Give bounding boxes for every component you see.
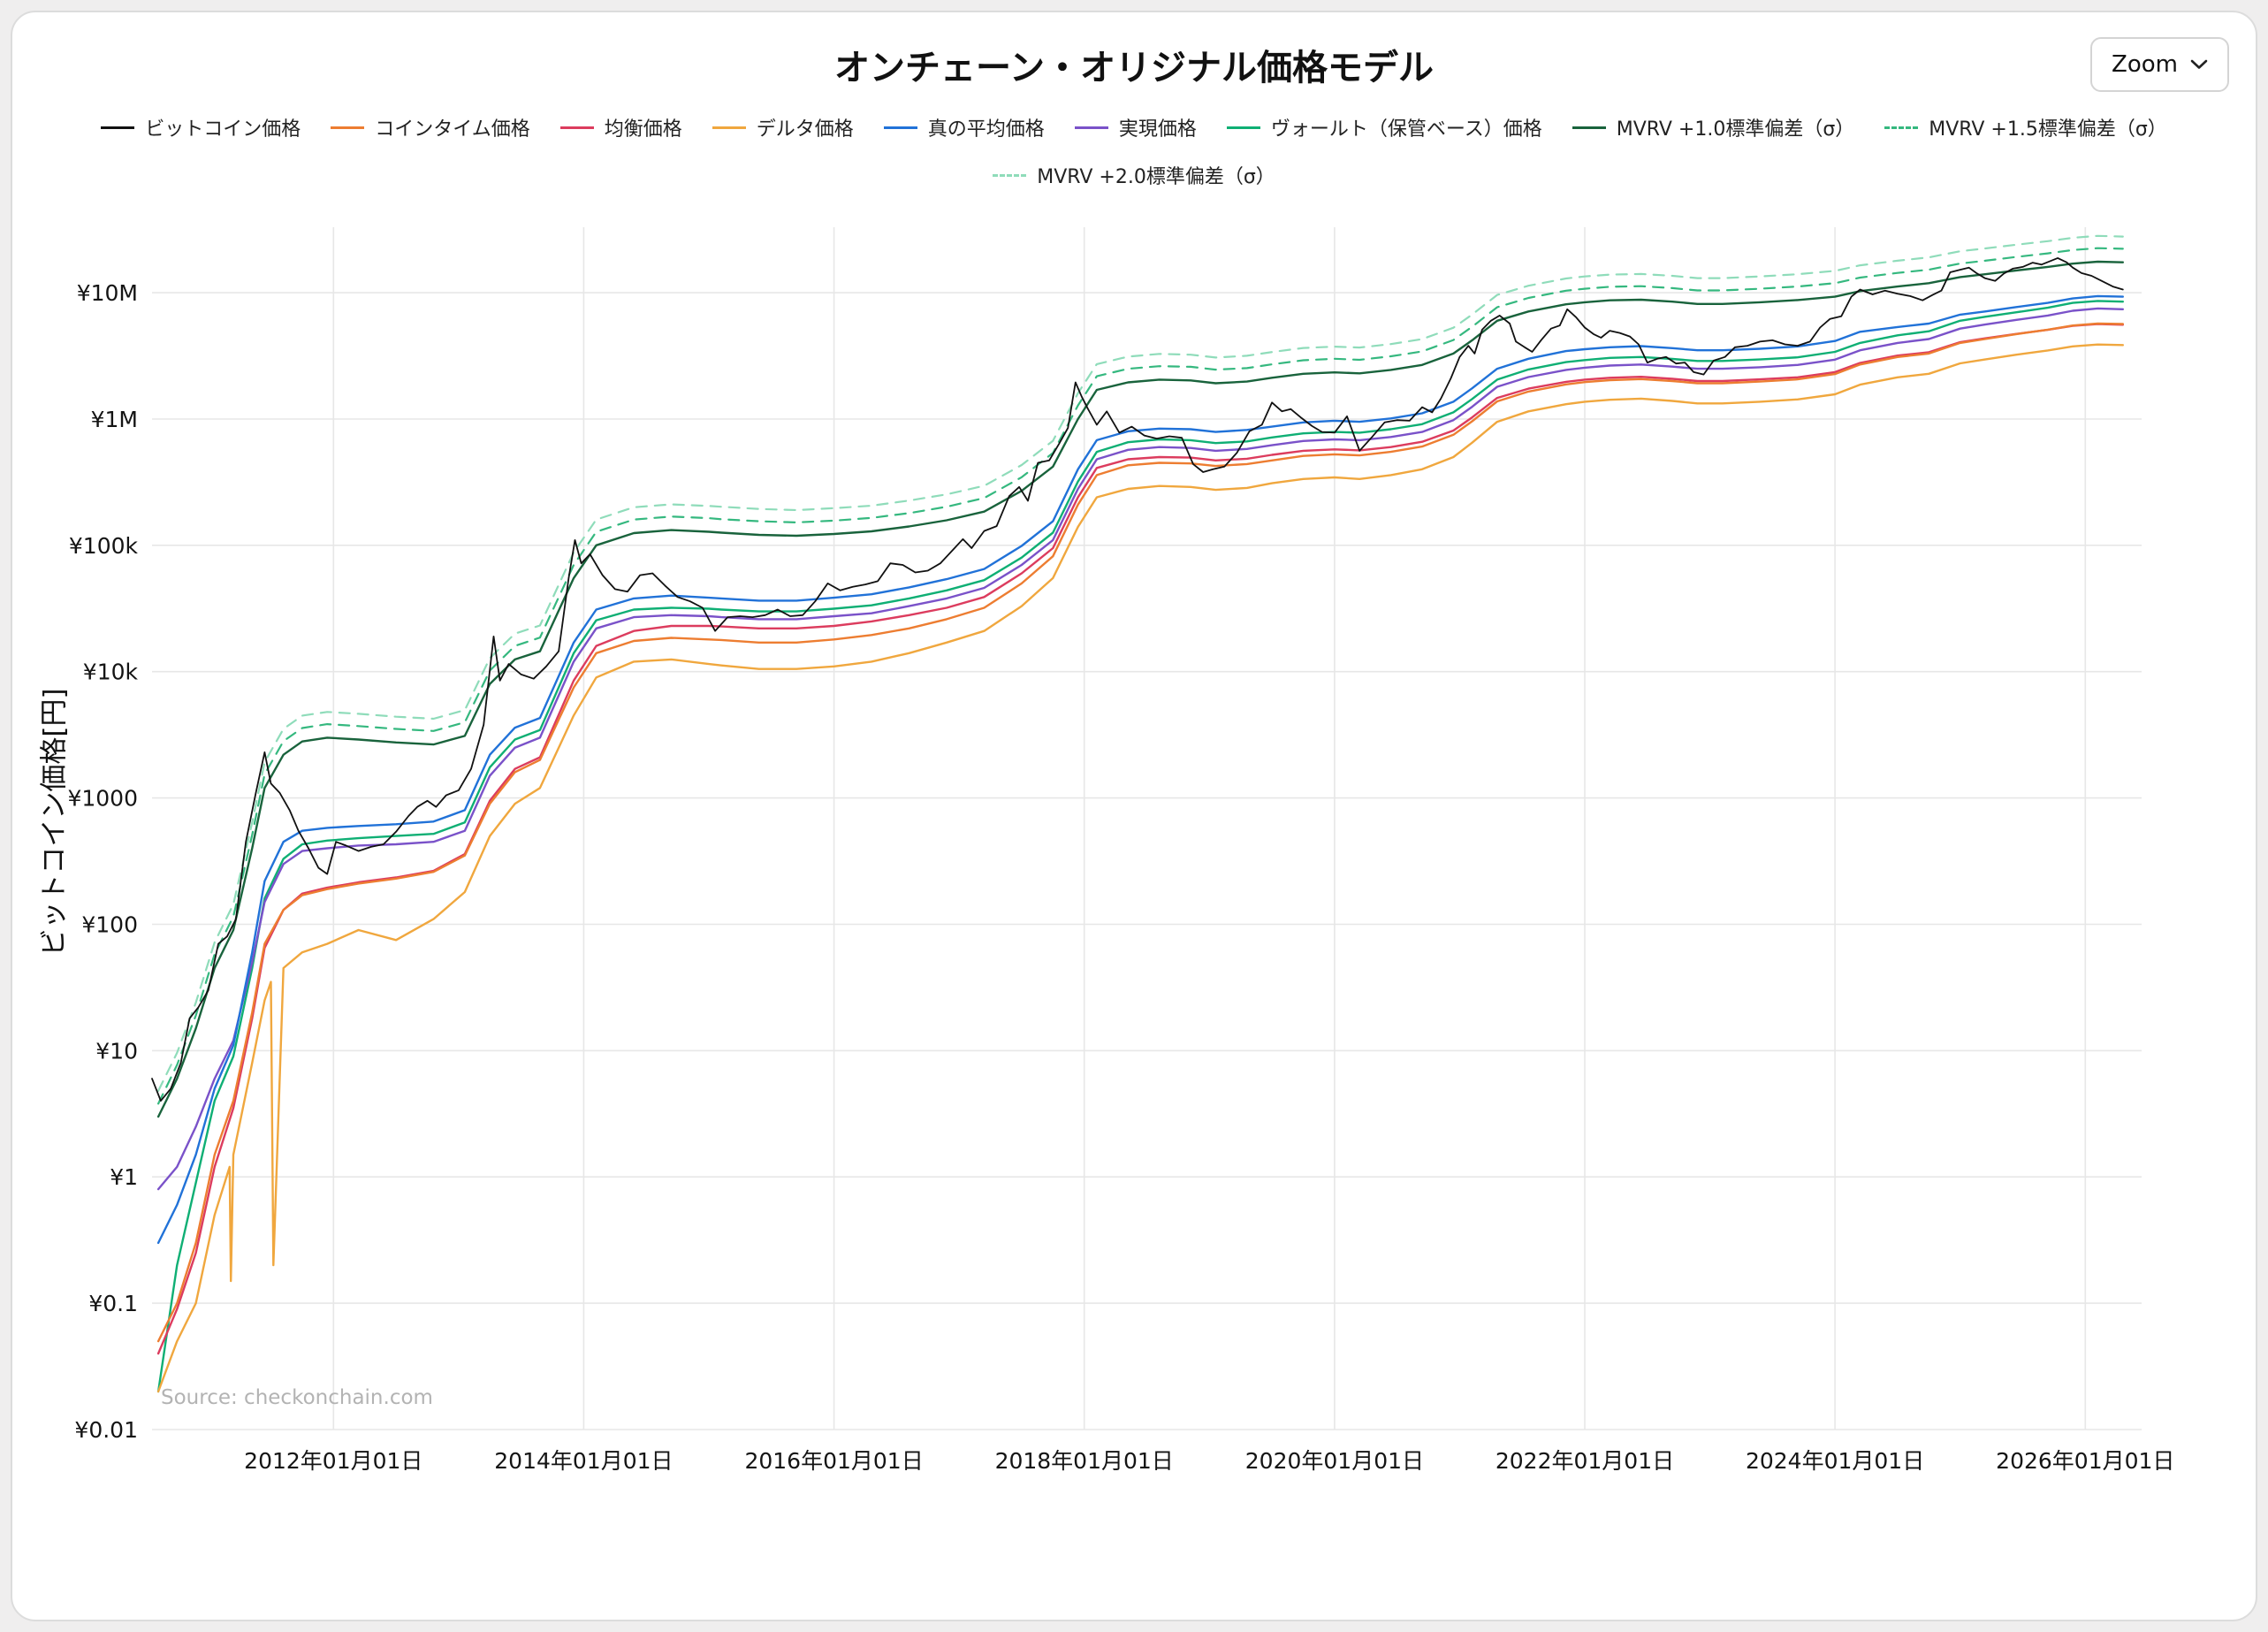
legend-label: ヴォールト（保管ベース）価格: [1270, 118, 1542, 141]
legend-label: コインタイム価格: [375, 118, 530, 141]
legend-row-2: MVRV +2.0標準偏差（σ）: [993, 161, 1275, 189]
series-line: [157, 234, 2124, 1093]
x-axis-tick-label: 2012年01月01日: [244, 1448, 422, 1474]
zoom-button-label: Zoom: [2112, 51, 2178, 78]
legend-swatch: [1226, 126, 1260, 129]
legend-item[interactable]: 真の平均価格: [883, 113, 1045, 141]
legend-item[interactable]: MVRV +2.0標準偏差（σ）: [993, 161, 1275, 189]
legend-label: ビットコイン価格: [145, 118, 301, 141]
legend-label: 真の平均価格: [927, 118, 1045, 141]
y-axis-tick-label: ¥10M: [77, 280, 138, 306]
legend-item[interactable]: ヴォールト（保管ベース）価格: [1226, 113, 1542, 141]
x-axis-tick-label: 2020年01月01日: [1245, 1448, 1424, 1474]
legend-swatch: [883, 126, 917, 129]
series-line: [157, 247, 2124, 1105]
y-axis-tick-label: ¥1M: [91, 407, 138, 432]
y-axis-title: ビットコイン価格[円]: [38, 688, 71, 957]
y-axis-tick-label: ¥0.1: [88, 1291, 138, 1316]
legend-swatch: [559, 126, 594, 129]
y-axis-tick-label: ¥100: [81, 912, 138, 938]
legend-swatch: [712, 126, 746, 129]
series-line: [156, 322, 2125, 1343]
legend-label: 実現価格: [1118, 118, 1197, 141]
legend-label: 均衡価格: [604, 118, 682, 141]
legend-swatch: [1572, 126, 1606, 129]
legend-swatch: [101, 126, 135, 129]
legend-item[interactable]: デルタ価格: [712, 113, 854, 141]
chevron-down-icon: [2190, 59, 2208, 70]
legend-label: デルタ価格: [756, 118, 854, 141]
y-axis-tick-label: ¥1000: [67, 786, 138, 812]
series-line: [156, 343, 2125, 1393]
chart-title: オンチェーン・オリジナル価格モデル: [834, 48, 1434, 88]
chart-legend: ビットコイン価格 コインタイム価格 均衡価格 デルタ価格 真の平均価格 実現価格 ヴォールト…: [0, 113, 2268, 189]
legend-item[interactable]: MVRV +1.0標準偏差（σ）: [1572, 113, 1855, 141]
legend-swatch: [1884, 126, 1919, 129]
x-axis-tick-label: 2016年01月01日: [744, 1448, 923, 1474]
legend-row-1: ビットコイン価格 コインタイム価格 均衡価格 デルタ価格 真の平均価格 実現価格 ヴォールト…: [101, 113, 2167, 141]
series-line: [156, 300, 2125, 1393]
y-axis-tick-label: ¥0.01: [74, 1417, 138, 1443]
legend-item[interactable]: 均衡価格: [559, 113, 682, 141]
y-axis-tick-label: ¥100k: [69, 533, 139, 559]
x-axis-tick-label: 2026年01月01日: [1996, 1448, 2174, 1474]
y-axis-tick-label: ¥1: [110, 1164, 138, 1190]
legend-label: MVRV +2.0標準偏差（σ）: [1037, 166, 1275, 188]
chart-card: [11, 11, 2257, 1621]
source-watermark: Source: checkonchain.com: [161, 1386, 433, 1409]
series-line: [156, 323, 2125, 1355]
x-axis-tick-label: 2022年01月01日: [1496, 1448, 1674, 1474]
legend-swatch: [331, 126, 365, 129]
legend-swatch: [993, 173, 1027, 177]
x-axis-tick-label: 2018年01月01日: [995, 1448, 1174, 1474]
legend-item[interactable]: MVRV +1.5標準偏差（σ）: [1884, 113, 2167, 141]
series-line: [156, 260, 2125, 1118]
x-axis-tick-label: 2024年01月01日: [1746, 1448, 1924, 1474]
legend-label: MVRV +1.5標準偏差（σ）: [1929, 118, 2167, 141]
series-line: [151, 256, 2124, 1102]
y-axis-tick-label: ¥10k: [83, 660, 139, 685]
legend-item[interactable]: ビットコイン価格: [101, 113, 301, 141]
y-axis-tick-label: ¥10: [95, 1038, 138, 1064]
series-line: [156, 307, 2125, 1191]
zoom-button[interactable]: Zoom: [2090, 37, 2229, 92]
series-line: [156, 294, 2125, 1245]
legend-swatch: [1074, 126, 1108, 129]
legend-label: MVRV +1.0標準偏差（σ）: [1616, 118, 1855, 141]
legend-item[interactable]: コインタイム価格: [331, 113, 530, 141]
x-axis-tick-label: 2014年01月01日: [494, 1448, 673, 1474]
legend-item[interactable]: 実現価格: [1074, 113, 1197, 141]
